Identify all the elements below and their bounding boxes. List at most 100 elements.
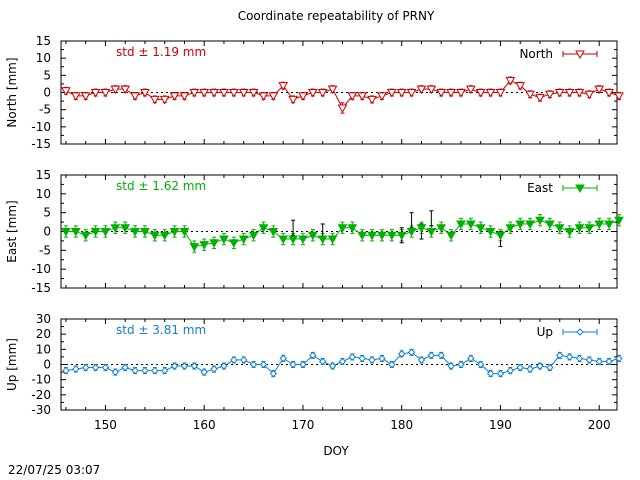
- data-point-up: [477, 360, 485, 369]
- data-point-north: [70, 92, 81, 101]
- data-point-east: [386, 231, 397, 241]
- data-point-north: [169, 92, 180, 101]
- legend-label: North: [519, 47, 553, 61]
- y-tick-label: -30: [31, 403, 51, 417]
- y-tick-label: 15: [36, 34, 51, 48]
- data-point-up: [309, 351, 317, 360]
- data-point-up: [249, 360, 258, 369]
- data-point-north: [317, 89, 328, 98]
- data-point-east: [337, 224, 348, 233]
- y-tick-label: 10: [36, 51, 51, 65]
- data-point-east: [554, 224, 565, 233]
- data-point-north: [140, 89, 150, 98]
- data-point-up: [101, 363, 110, 372]
- data-point-north: [406, 89, 417, 98]
- data-point-north: [307, 89, 318, 98]
- data-point-up: [506, 366, 515, 375]
- std-annotation: std ± 1.62 mm: [116, 179, 206, 193]
- data-point-north: [179, 92, 190, 101]
- y-axis-label: East [mm]: [5, 200, 19, 262]
- data-point-north: [574, 89, 585, 98]
- data-point-up: [437, 351, 445, 360]
- legend-marker: [575, 184, 585, 194]
- data-point-north: [544, 90, 555, 100]
- data-point-up: [190, 362, 199, 370]
- data-point-up: [91, 363, 100, 372]
- data-point-east: [357, 231, 368, 241]
- data-point-up: [299, 360, 307, 369]
- data-point-up: [467, 354, 475, 363]
- y-tick-label: 10: [36, 187, 51, 201]
- data-point-north: [327, 85, 338, 95]
- data-point-up: [279, 354, 287, 363]
- data-point-east: [525, 220, 535, 229]
- data-point-north: [159, 95, 170, 105]
- data-point-up: [388, 360, 396, 369]
- data-point-north: [367, 95, 377, 105]
- data-point-up: [605, 357, 613, 366]
- data-point-east: [258, 224, 269, 233]
- data-point-east: [248, 231, 259, 241]
- panel-east: 15 10 5 0 -5 -10 -15 East [mm] std ± 1.62 mm East: [5, 168, 624, 295]
- data-point-north: [525, 90, 535, 100]
- data-point-east: [436, 224, 447, 233]
- data-point-east: [70, 228, 81, 237]
- data-point-up: [556, 351, 564, 360]
- data-point-up: [170, 362, 179, 370]
- data-point-east: [584, 224, 595, 233]
- data-point-north: [199, 89, 210, 98]
- y-tick-label: -5: [39, 103, 51, 117]
- data-point-up: [398, 350, 406, 358]
- data-point-east: [307, 231, 318, 241]
- data-point-north: [594, 85, 605, 95]
- data-point-up: [220, 362, 228, 370]
- data-point-north: [485, 89, 496, 98]
- data-point-up: [160, 366, 169, 375]
- data-point-north: [248, 89, 259, 98]
- data-point-up: [457, 360, 465, 369]
- data-point-up: [358, 354, 366, 363]
- y-tick-label: -15: [31, 137, 51, 151]
- data-point-east: [505, 224, 516, 233]
- data-point-north: [90, 89, 101, 98]
- data-point-up: [546, 363, 554, 372]
- data-point-north: [604, 89, 614, 98]
- data-point-north: [149, 95, 160, 105]
- data-point-north: [80, 92, 91, 101]
- data-point-north: [347, 92, 358, 101]
- data-point-east: [317, 235, 328, 245]
- data-point-east: [199, 241, 210, 250]
- data-point-north: [61, 87, 71, 96]
- y-tick-label: 0: [43, 225, 51, 239]
- y-axis-label: North [mm]: [5, 57, 19, 127]
- y-tick-label: 5: [43, 68, 51, 82]
- x-tick-label: 200: [588, 418, 611, 432]
- data-point-east: [465, 220, 476, 229]
- legend-label: East: [527, 181, 553, 195]
- data-point-north: [614, 92, 624, 101]
- data-point-north: [288, 95, 298, 105]
- data-point-north: [495, 89, 506, 98]
- data-point-north: [475, 89, 486, 98]
- data-point-up: [111, 368, 120, 376]
- x-tick-label: 150: [94, 418, 117, 432]
- data-point-up: [585, 356, 594, 364]
- data-point-east: [396, 231, 407, 241]
- data-point-up: [595, 357, 603, 366]
- data-point-east: [110, 224, 121, 233]
- data-point-east: [535, 216, 545, 226]
- data-point-east: [574, 224, 585, 233]
- data-point-up: [62, 366, 70, 375]
- data-point-north: [219, 89, 229, 98]
- data-point-east: [179, 228, 190, 237]
- data-point-east: [189, 243, 200, 252]
- data-point-north: [357, 92, 368, 101]
- data-point-east: [377, 231, 387, 241]
- y-tick-label: 0: [43, 358, 51, 372]
- y-axis-label: Up [mm]: [5, 338, 19, 391]
- data-point-up: [526, 365, 534, 373]
- data-point-up: [447, 362, 455, 370]
- x-tick-label: 180: [390, 418, 413, 432]
